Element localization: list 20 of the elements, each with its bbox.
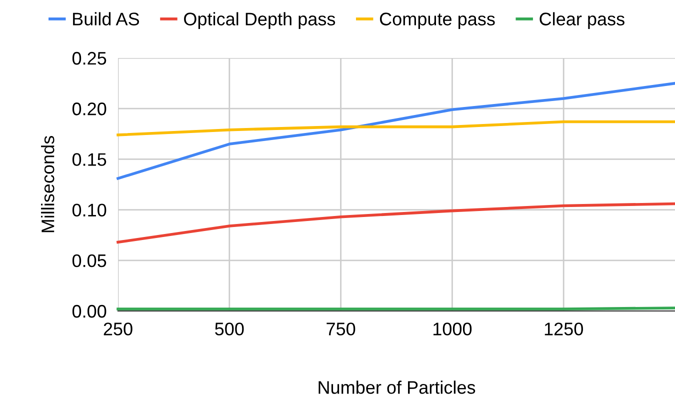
line-series	[116, 202, 675, 244]
x-tick-label: 1000	[433, 322, 472, 336]
y-tick-label: 0.05	[72, 254, 106, 268]
y-tick-label: 0.15	[72, 153, 106, 166]
legend-label: Compute pass	[380, 12, 495, 30]
x-tick-label: 1250	[544, 322, 583, 336]
y-tick-label: 0.00	[72, 304, 106, 318]
y-tick-label: 0.10	[72, 204, 106, 217]
line-series	[116, 120, 675, 136]
line-series	[116, 82, 675, 180]
x-tick-label: 250	[104, 322, 132, 336]
y-tick-label: 0.25	[72, 52, 106, 65]
y-axis-title: Milliseconds	[41, 136, 54, 232]
legend-label: Optical Depth pass	[184, 12, 336, 30]
x-tick-label: 750	[326, 322, 356, 336]
legend-label: Build AS	[73, 12, 140, 26]
y-tick-label: 0.20	[72, 102, 106, 116]
x-axis-title: Number of Particles	[318, 380, 476, 394]
legend-label: Clear pass	[540, 12, 624, 30]
x-tick-label: 500	[215, 322, 244, 336]
